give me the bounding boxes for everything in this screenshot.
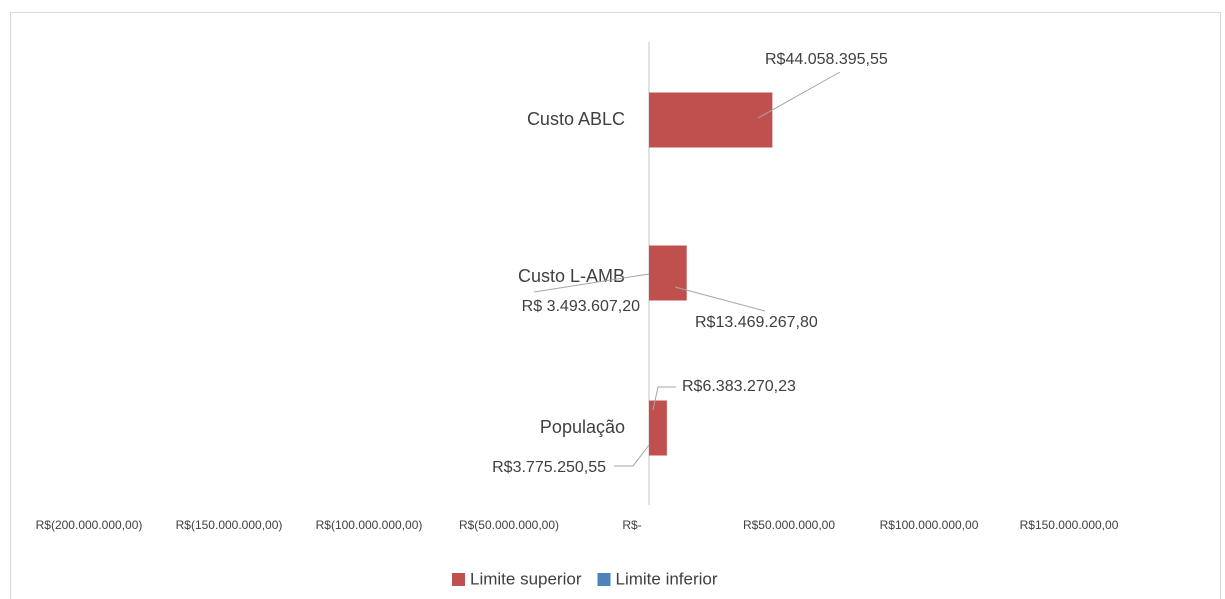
value-label: R$44.058.395,55 — [765, 51, 888, 68]
x-tick-label: R$(50.000.000,00) — [459, 518, 559, 532]
bar — [649, 400, 667, 456]
value-label: R$6.383.270,23 — [682, 378, 796, 395]
legend-swatch — [597, 573, 611, 586]
x-tick-label: R$- — [622, 518, 641, 532]
x-tick-label: R$(150.000.000,00) — [176, 518, 283, 532]
legend-swatch — [452, 573, 465, 586]
x-tick-label: R$50.000.000,00 — [743, 518, 835, 532]
leader-line — [757, 71, 841, 119]
legend-label: Limite inferior — [616, 569, 718, 588]
value-label: R$3.775.250,55 — [492, 459, 606, 476]
x-tick-label: R$100.000.000,00 — [880, 518, 979, 532]
bar — [649, 245, 687, 301]
x-tick-label: R$150.000.000,00 — [1020, 518, 1119, 532]
category-label: Custo ABLC — [527, 109, 625, 129]
leader-line — [652, 386, 676, 411]
value-label: R$ 3.493.607,20 — [522, 298, 640, 315]
bar — [649, 92, 773, 148]
x-tick-label: R$(200.000.000,00) — [36, 518, 143, 532]
value-label: R$13.469.267,80 — [695, 314, 818, 331]
category-label: População — [540, 417, 625, 437]
leader-line — [533, 273, 650, 293]
category-label: Custo L-AMB — [518, 266, 625, 286]
x-tick-label: R$(100.000.000,00) — [316, 518, 423, 532]
legend-label: Limite superior — [470, 569, 582, 588]
leader-line — [674, 286, 766, 312]
leader-line — [614, 444, 650, 467]
chart-border — [10, 12, 1221, 599]
